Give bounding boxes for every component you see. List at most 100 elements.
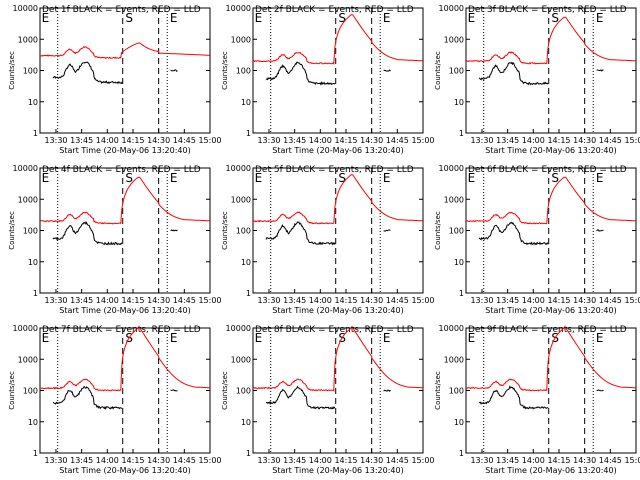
- x-tick-label: 14:00: [522, 136, 545, 145]
- y-tick-label: 100: [236, 387, 251, 396]
- y-tick-label: 1: [459, 129, 464, 138]
- series-lld-line: [39, 42, 210, 59]
- x-axis-label: Start Time (20-May-06 13:20:40): [272, 146, 403, 155]
- x-tick-label: 14:45: [599, 296, 622, 305]
- annotation-s: S: [551, 11, 559, 25]
- x-tick-label: 13:45: [496, 296, 519, 305]
- x-tick-label: 15:00: [411, 456, 434, 465]
- x-tick-label: 13:30: [44, 136, 67, 145]
- x-tick-label: 15:00: [411, 136, 434, 145]
- x-tick-label: 14:00: [96, 456, 119, 465]
- y-axis-label: Counts/sec: [8, 211, 16, 250]
- plot-title: Det 1f BLACK = Events, RED = LLD: [42, 5, 201, 15]
- annotation-e: E: [596, 331, 604, 345]
- series-events-line: [52, 386, 123, 411]
- series-events-post: [170, 69, 178, 72]
- series-lld-line: [465, 176, 636, 225]
- y-tick-label: 10000: [439, 324, 464, 333]
- annotation-s: S: [125, 171, 133, 185]
- plot-title: Det 4f BLACK = Events, RED = LLD: [42, 165, 201, 175]
- plot-panel-9f: Det 9f BLACK = Events, RED = LLD 1 10 100 10…: [434, 324, 640, 475]
- y-tick-label: 1: [246, 289, 251, 298]
- series-events-post: [596, 389, 604, 392]
- x-tick-label: 13:45: [70, 296, 93, 305]
- annotation-e: E: [596, 171, 604, 185]
- y-tick-label: 1000: [18, 35, 38, 44]
- y-tick-label: 10000: [439, 164, 464, 173]
- y-tick-label: 10000: [226, 164, 251, 173]
- y-tick-label: 10000: [226, 4, 251, 13]
- y-axis-label: Counts/sec: [434, 371, 442, 410]
- y-tick-label: 10000: [439, 4, 464, 13]
- plot-frame: [465, 7, 637, 134]
- y-tick-label: 100: [23, 227, 38, 236]
- y-axis-label: Counts/sec: [434, 211, 442, 250]
- series-events-line: [478, 61, 549, 86]
- x-tick-label: 13:30: [257, 456, 280, 465]
- x-tick-label: 14:15: [121, 296, 144, 305]
- x-tick-label: 14:30: [360, 296, 383, 305]
- y-tick-label: 1000: [231, 195, 251, 204]
- y-tick-label: 10: [241, 258, 251, 267]
- y-tick-label: 1000: [231, 355, 251, 364]
- y-tick-label: 10000: [13, 164, 38, 173]
- x-tick-label: 14:30: [573, 456, 596, 465]
- plot-panel-5f: Det 5f BLACK = Events, RED = LLD 1 10 100 10…: [221, 164, 435, 315]
- x-tick-label: 14:15: [334, 456, 357, 465]
- x-tick-label: 15:00: [624, 456, 640, 465]
- series-lld-line: [39, 176, 210, 225]
- x-tick-label: 14:45: [173, 296, 196, 305]
- y-tick-label: 10: [28, 258, 38, 267]
- x-tick-label: 14:00: [522, 296, 545, 305]
- plot-panel-1f: Det 1f BLACK = Events, RED = LLD 1 10 100 10…: [8, 4, 222, 155]
- series-lld-line: [252, 14, 423, 66]
- y-tick-label: 10: [454, 258, 464, 267]
- annotation-e: E: [170, 331, 178, 345]
- x-axis-label: Start Time (20-May-06 13:20:40): [272, 466, 403, 475]
- x-tick-label: 15:00: [198, 136, 221, 145]
- plot-title: Det 6f BLACK = Events, RED = LLD: [468, 165, 627, 175]
- x-tick-label: 14:45: [386, 456, 409, 465]
- x-tick-label: 14:00: [309, 296, 332, 305]
- y-tick-label: 10000: [13, 324, 38, 333]
- plot-title: Det 3f BLACK = Events, RED = LLD: [468, 5, 627, 15]
- y-tick-label: 10: [241, 418, 251, 427]
- series-events-post: [383, 229, 391, 232]
- x-tick-label: 13:45: [496, 136, 519, 145]
- series-lld-line: [40, 327, 210, 392]
- x-tick-label: 14:45: [173, 456, 196, 465]
- y-tick-label: 10: [241, 98, 251, 107]
- annotation-e: E: [42, 331, 50, 345]
- annotation-e: E: [255, 171, 263, 185]
- y-tick-label: 100: [236, 227, 251, 236]
- plot-panel-3f: Det 3f BLACK = Events, RED = LLD 1 10 100 10…: [434, 4, 640, 155]
- x-tick-label: 13:30: [44, 456, 67, 465]
- series-events-line: [266, 385, 336, 410]
- y-tick-label: 1: [246, 449, 251, 458]
- x-tick-label: 14:15: [334, 296, 357, 305]
- y-tick-label: 1: [33, 129, 38, 138]
- annotation-e: E: [468, 331, 476, 345]
- x-tick-label: 13:45: [70, 456, 93, 465]
- x-tick-label: 13:45: [283, 456, 306, 465]
- series-events-post: [383, 389, 391, 392]
- annotation-e: E: [170, 171, 178, 185]
- annotation-e: E: [468, 171, 476, 185]
- y-axis-label: Counts/sec: [8, 51, 16, 90]
- y-tick-label: 100: [449, 387, 464, 396]
- series-events-line: [52, 61, 123, 85]
- annotation-e: E: [383, 171, 391, 185]
- x-tick-label: 14:15: [547, 296, 570, 305]
- y-tick-label: 10: [28, 418, 38, 427]
- annotation-e: E: [170, 11, 178, 25]
- x-tick-label: 13:30: [44, 296, 67, 305]
- annotation-e: E: [596, 11, 604, 25]
- x-tick-label: 14:15: [334, 136, 357, 145]
- plot-panel-7f: Det 7f BLACK = Events, RED = LLD 1 10 100 10…: [8, 324, 222, 475]
- x-tick-label: 14:15: [121, 136, 144, 145]
- x-tick-label: 14:00: [96, 136, 119, 145]
- annotation-e: E: [255, 331, 263, 345]
- series-events-post: [596, 69, 604, 72]
- y-tick-label: 1: [246, 129, 251, 138]
